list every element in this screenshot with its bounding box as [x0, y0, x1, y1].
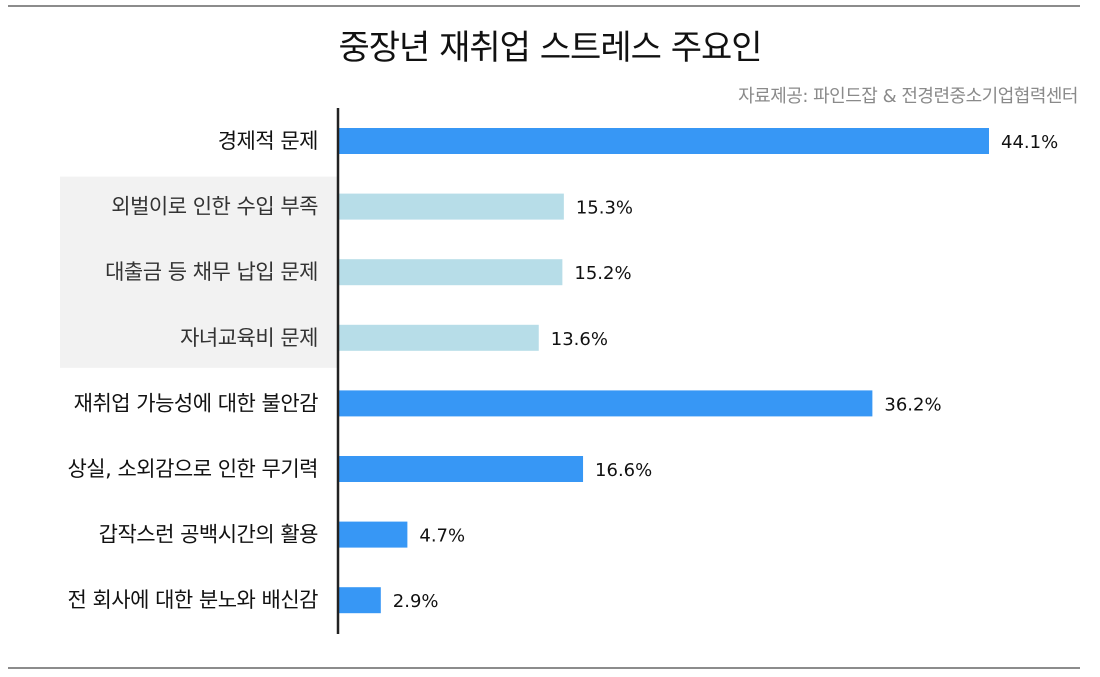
category-label-6: 상실, 소외감으로 인한 무기력 — [67, 457, 318, 481]
bar-3 — [338, 259, 563, 286]
value-label-6: 16.6% — [595, 460, 652, 481]
category-label-7: 갑작스런 공백시간의 활용 — [99, 523, 319, 547]
value-label-3: 15.2% — [574, 263, 631, 284]
category-label-2: 외벌이로 인한 수입 부족 — [111, 195, 318, 219]
bar-5 — [338, 390, 873, 417]
bars-group — [338, 128, 989, 614]
category-label-5: 재취업 가능성에 대한 불안감 — [74, 391, 319, 415]
value-label-1: 44.1% — [1001, 132, 1058, 153]
value-label-5: 36.2% — [884, 394, 941, 415]
value-labels-group: 44.1% 15.3% 15.2% 13.6% 36.2% 16.6% 4.7% 2.9% — [393, 132, 1058, 612]
bar-2 — [338, 193, 564, 220]
source-note: 자료제공: 파인드잡 & 전경련중소기업협력센터 — [738, 86, 1078, 107]
value-label-8: 2.9% — [393, 591, 439, 612]
category-label-4: 자녀교육비 문제 — [180, 326, 318, 350]
category-label-3: 대출금 등 채무 납입 문제 — [105, 260, 318, 284]
sub-group-background — [60, 176, 338, 368]
bar-1 — [338, 128, 989, 154]
category-label-8: 전 회사에 대한 분노와 배신감 — [67, 588, 318, 612]
bar-7 — [338, 521, 408, 548]
category-label-1: 경제적 문제 — [218, 129, 318, 153]
value-label-2: 15.3% — [576, 198, 633, 219]
value-label-4: 13.6% — [551, 329, 608, 350]
top-rule — [8, 5, 1080, 7]
chart-title: 중장년 재취업 스트레스 주요인 — [338, 28, 762, 68]
bottom-rule — [8, 667, 1080, 669]
bar-4 — [338, 324, 539, 351]
bar-8 — [338, 587, 381, 614]
value-label-7: 4.7% — [419, 526, 465, 547]
bar-6 — [338, 456, 584, 482]
